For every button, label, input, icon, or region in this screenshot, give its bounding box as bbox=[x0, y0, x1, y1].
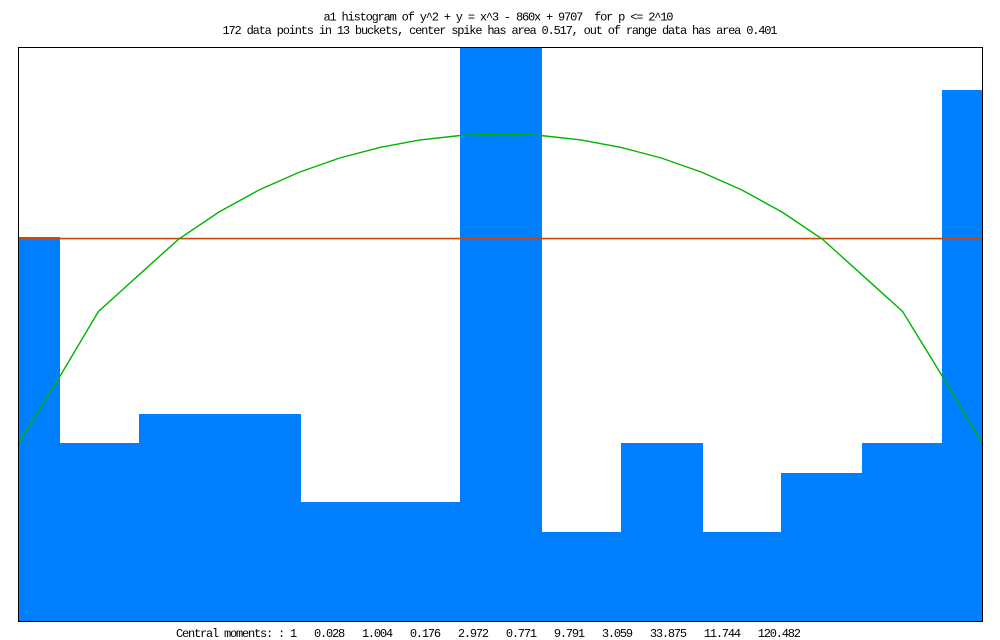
svg-text:Central moments: : 1 0.028: Central moments: : 1 0.028 1.004 0.176 2… bbox=[176, 627, 801, 640]
svg-text:172 data points in 13 buckets,: 172 data points in 13 buckets, center sp… bbox=[223, 24, 778, 38]
svg-text:a1 histogram of y^2 + y = x^3: a1 histogram of y^2 + y = x^3 - 860x + 9… bbox=[324, 11, 674, 25]
